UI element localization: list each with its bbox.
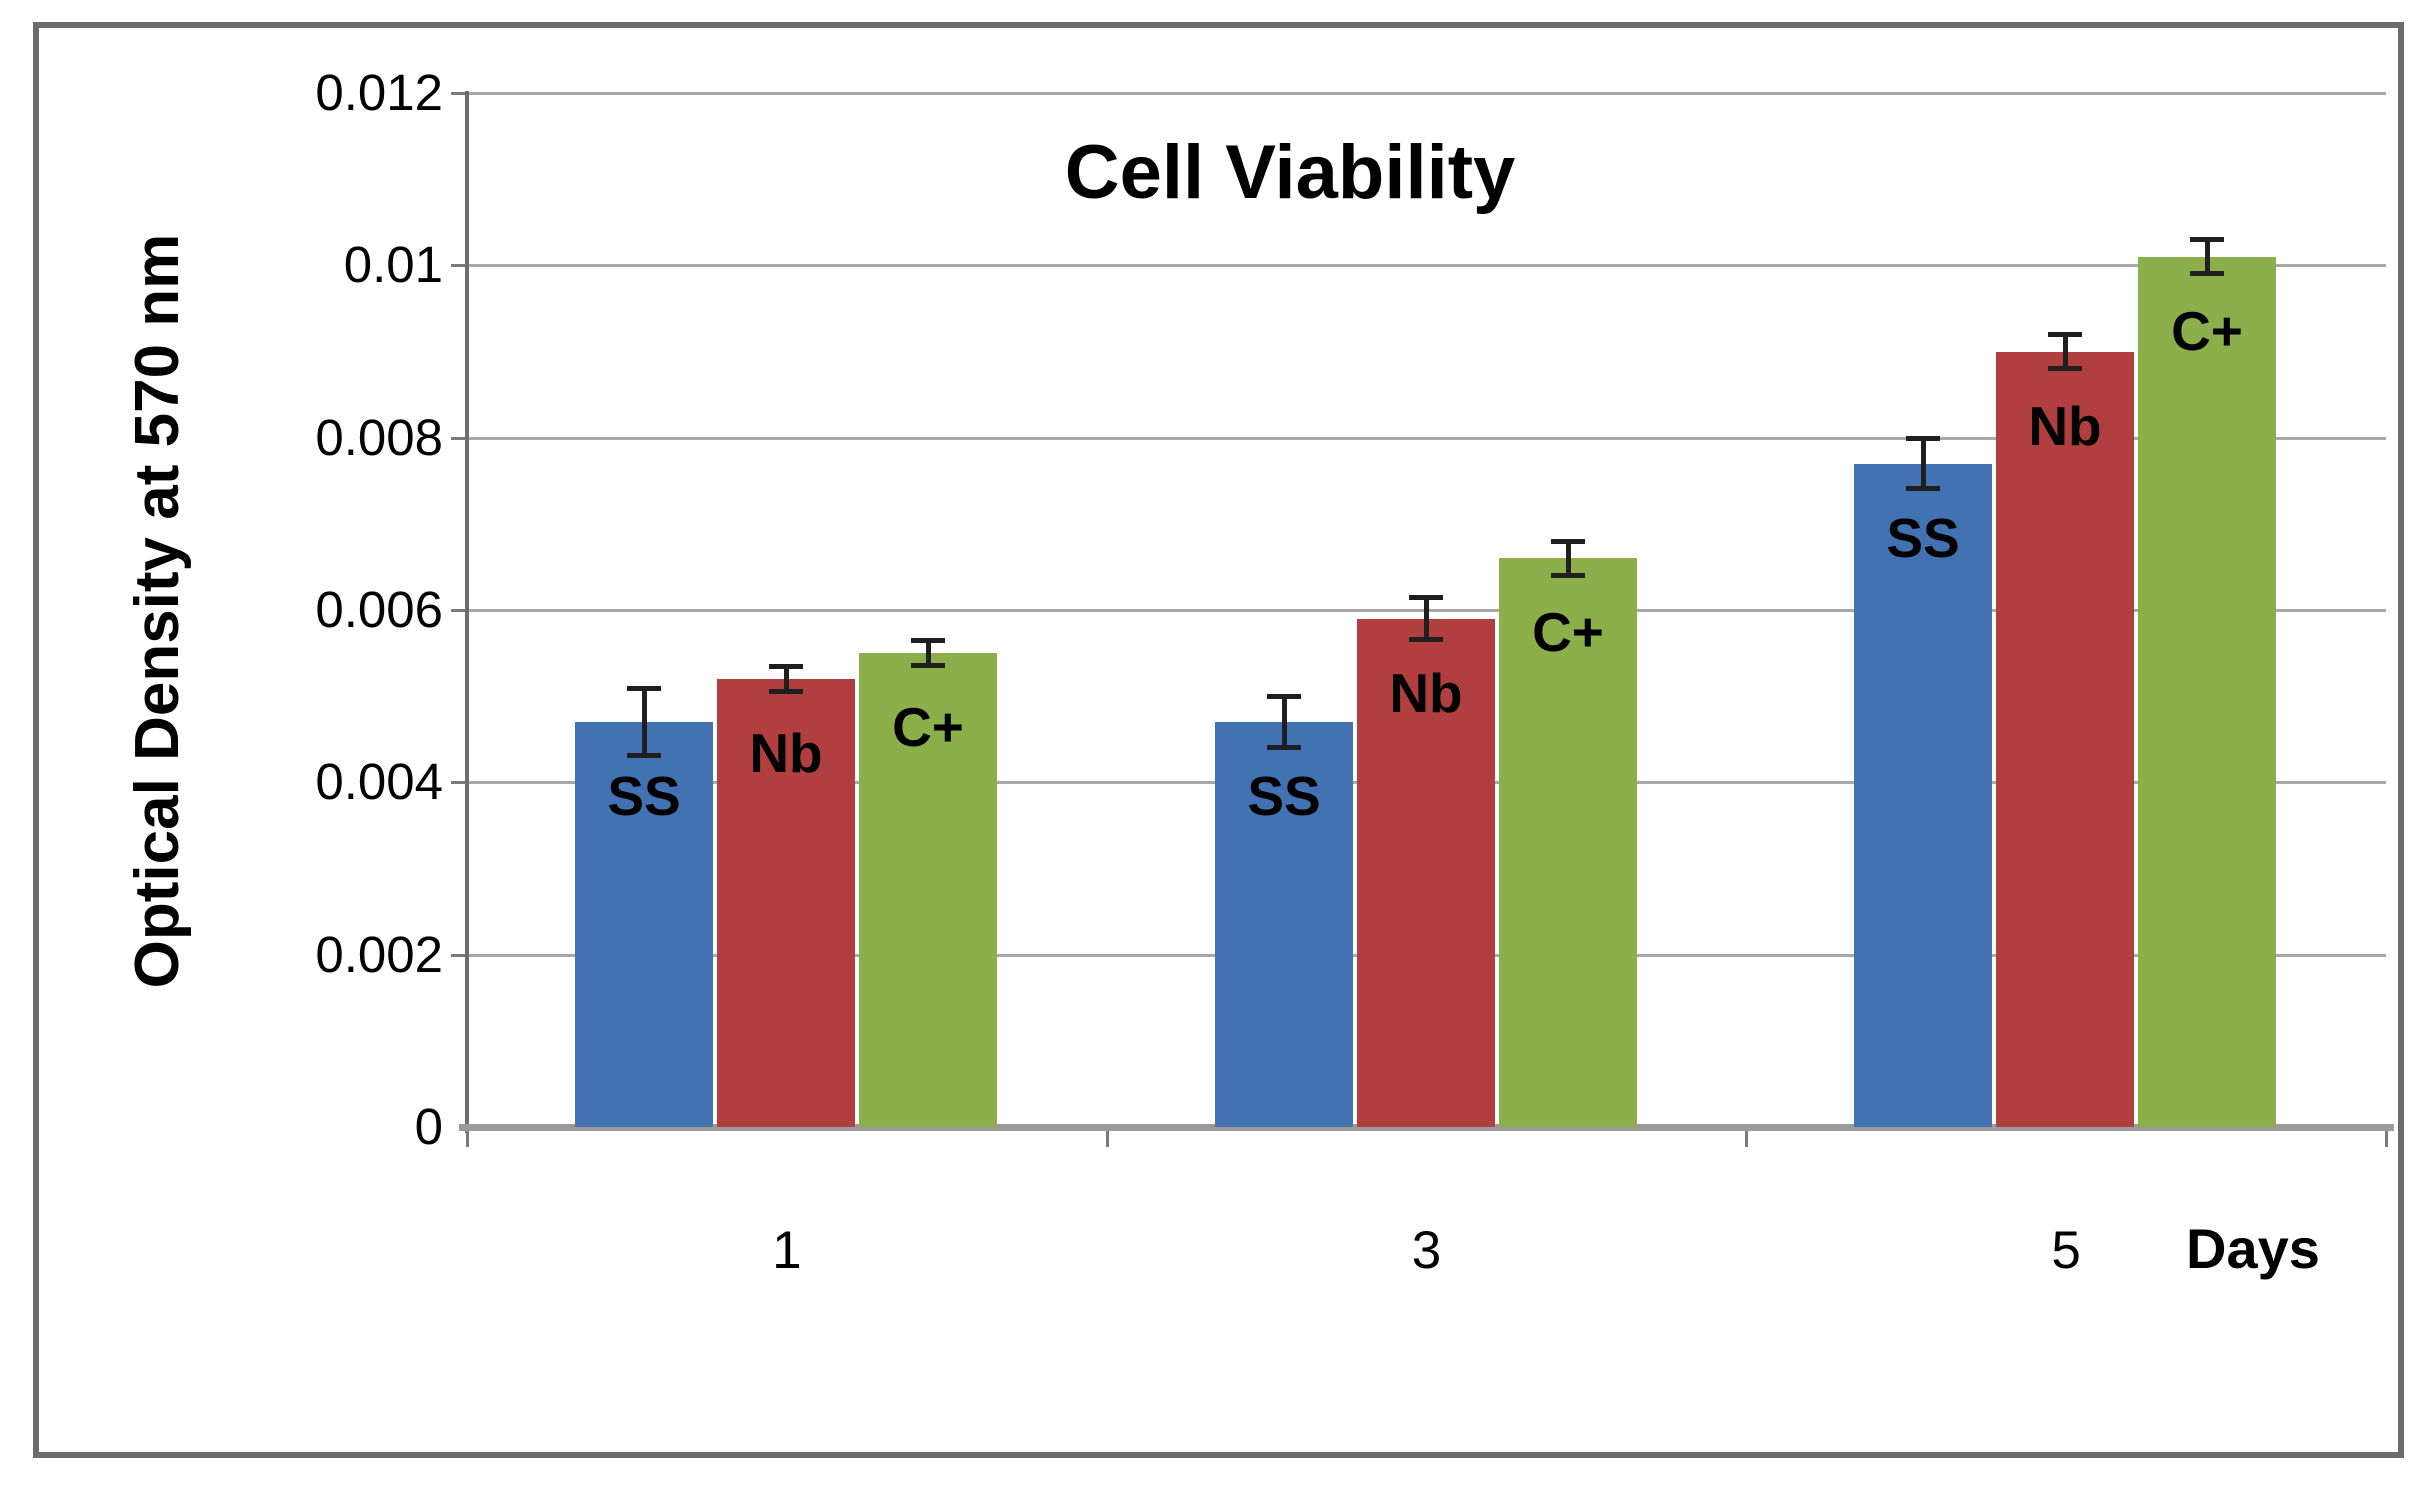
error-bar-cap-top [1267, 694, 1301, 700]
bar-SS-day1 [575, 722, 713, 1127]
gridline [467, 264, 2386, 268]
y-tick-label: 0.008 [315, 408, 443, 466]
bar-label-Nb: Nb [2028, 394, 2102, 457]
bar-label-C+: C+ [2171, 299, 2243, 362]
bar-label-C+: C+ [1532, 601, 1604, 664]
x-tick-mark [2385, 1131, 2388, 1147]
error-bar-line [783, 666, 789, 692]
y-tick-mark [451, 953, 467, 957]
error-bar-cap-top [2048, 332, 2082, 338]
plot-area: 0.012 0.01 0.008 0.006 0.004 0.002 0 SS Nb C+ SS Nb… [315, 64, 2394, 1280]
error-bar-cap-bottom [627, 753, 661, 759]
y-tick-mark [451, 92, 467, 95]
error-bar-cap-top [1551, 539, 1585, 545]
y-tick-mark [451, 264, 467, 268]
error-bar-line [2204, 239, 2210, 274]
error-bar-line [1281, 696, 1287, 748]
bar-C+-day5 [2138, 256, 2276, 1127]
bar-SS-day5 [1854, 463, 1992, 1127]
error-bar-line [925, 640, 931, 666]
y-tick-mark [451, 436, 467, 440]
bar-label-Nb: Nb [749, 721, 823, 784]
error-bar-line [641, 687, 647, 757]
error-bar-line [1565, 541, 1571, 576]
bar-C+-day1 [859, 653, 997, 1127]
y-tick-label: 0.004 [315, 753, 443, 811]
bar-Nb-day1 [717, 678, 855, 1127]
bar-SS-day3 [1215, 722, 1353, 1127]
error-bar-cap-bottom [911, 663, 945, 668]
error-bar-cap-bottom [1551, 572, 1585, 578]
error-bar-line [1423, 597, 1429, 641]
y-tick-label: 0.002 [315, 925, 443, 983]
y-axis-line [465, 91, 469, 1133]
bar-Nb-day3 [1357, 618, 1495, 1127]
y-axis-title: Optical Density at 570 nm [123, 233, 192, 989]
y-tick-label: 0 [414, 1098, 443, 1155]
y-tick-label: 0.006 [315, 581, 443, 638]
error-bar-cap-bottom [1409, 637, 1443, 643]
x-tick-label: 5 [2051, 1221, 2081, 1280]
x-tick-mark [466, 1131, 469, 1147]
gridline [467, 436, 2386, 440]
y-tick-label: 0.012 [315, 64, 443, 121]
x-tick-mark [1745, 1131, 1748, 1147]
error-bar-cap-top [769, 664, 803, 669]
x-tick-label: 3 [1411, 1221, 1442, 1280]
error-bar-cap-top [2190, 237, 2224, 243]
chart-title: Cell Viability [1064, 130, 1516, 215]
bar-C+-day3 [1499, 558, 1637, 1127]
x-axis-line [459, 1124, 2394, 1131]
bar-label-SS: SS [1886, 506, 1960, 569]
x-tick-mark [1106, 1131, 1109, 1147]
bar-Nb-day5 [1996, 351, 2134, 1127]
error-bar-cap-top [627, 685, 661, 691]
error-bar-line [1920, 437, 1926, 490]
y-tick-mark [451, 781, 467, 785]
bar-label-SS: SS [607, 765, 681, 828]
error-bar-line [2062, 334, 2068, 369]
y-tick-mark [451, 609, 467, 612]
bar-label-SS: SS [1247, 765, 1321, 828]
error-bar-cap-top [1409, 595, 1443, 601]
x-axis-title: Days [2186, 1217, 2320, 1280]
x-tick-label: 1 [772, 1221, 802, 1280]
bar-label-Nb: Nb [1389, 661, 1463, 724]
error-bar-cap-top [1906, 435, 1940, 441]
bar-label-C+: C+ [892, 696, 964, 759]
error-bar-cap-bottom [1267, 744, 1301, 750]
gridline [467, 92, 2386, 95]
error-bar-cap-bottom [769, 688, 803, 694]
y-tick-label: 0.01 [343, 236, 443, 294]
error-bar-cap-top [911, 638, 945, 644]
error-bar-cap-bottom [2048, 365, 2082, 371]
error-bar-cap-bottom [1906, 486, 1940, 492]
error-bar-cap-bottom [2190, 270, 2224, 276]
